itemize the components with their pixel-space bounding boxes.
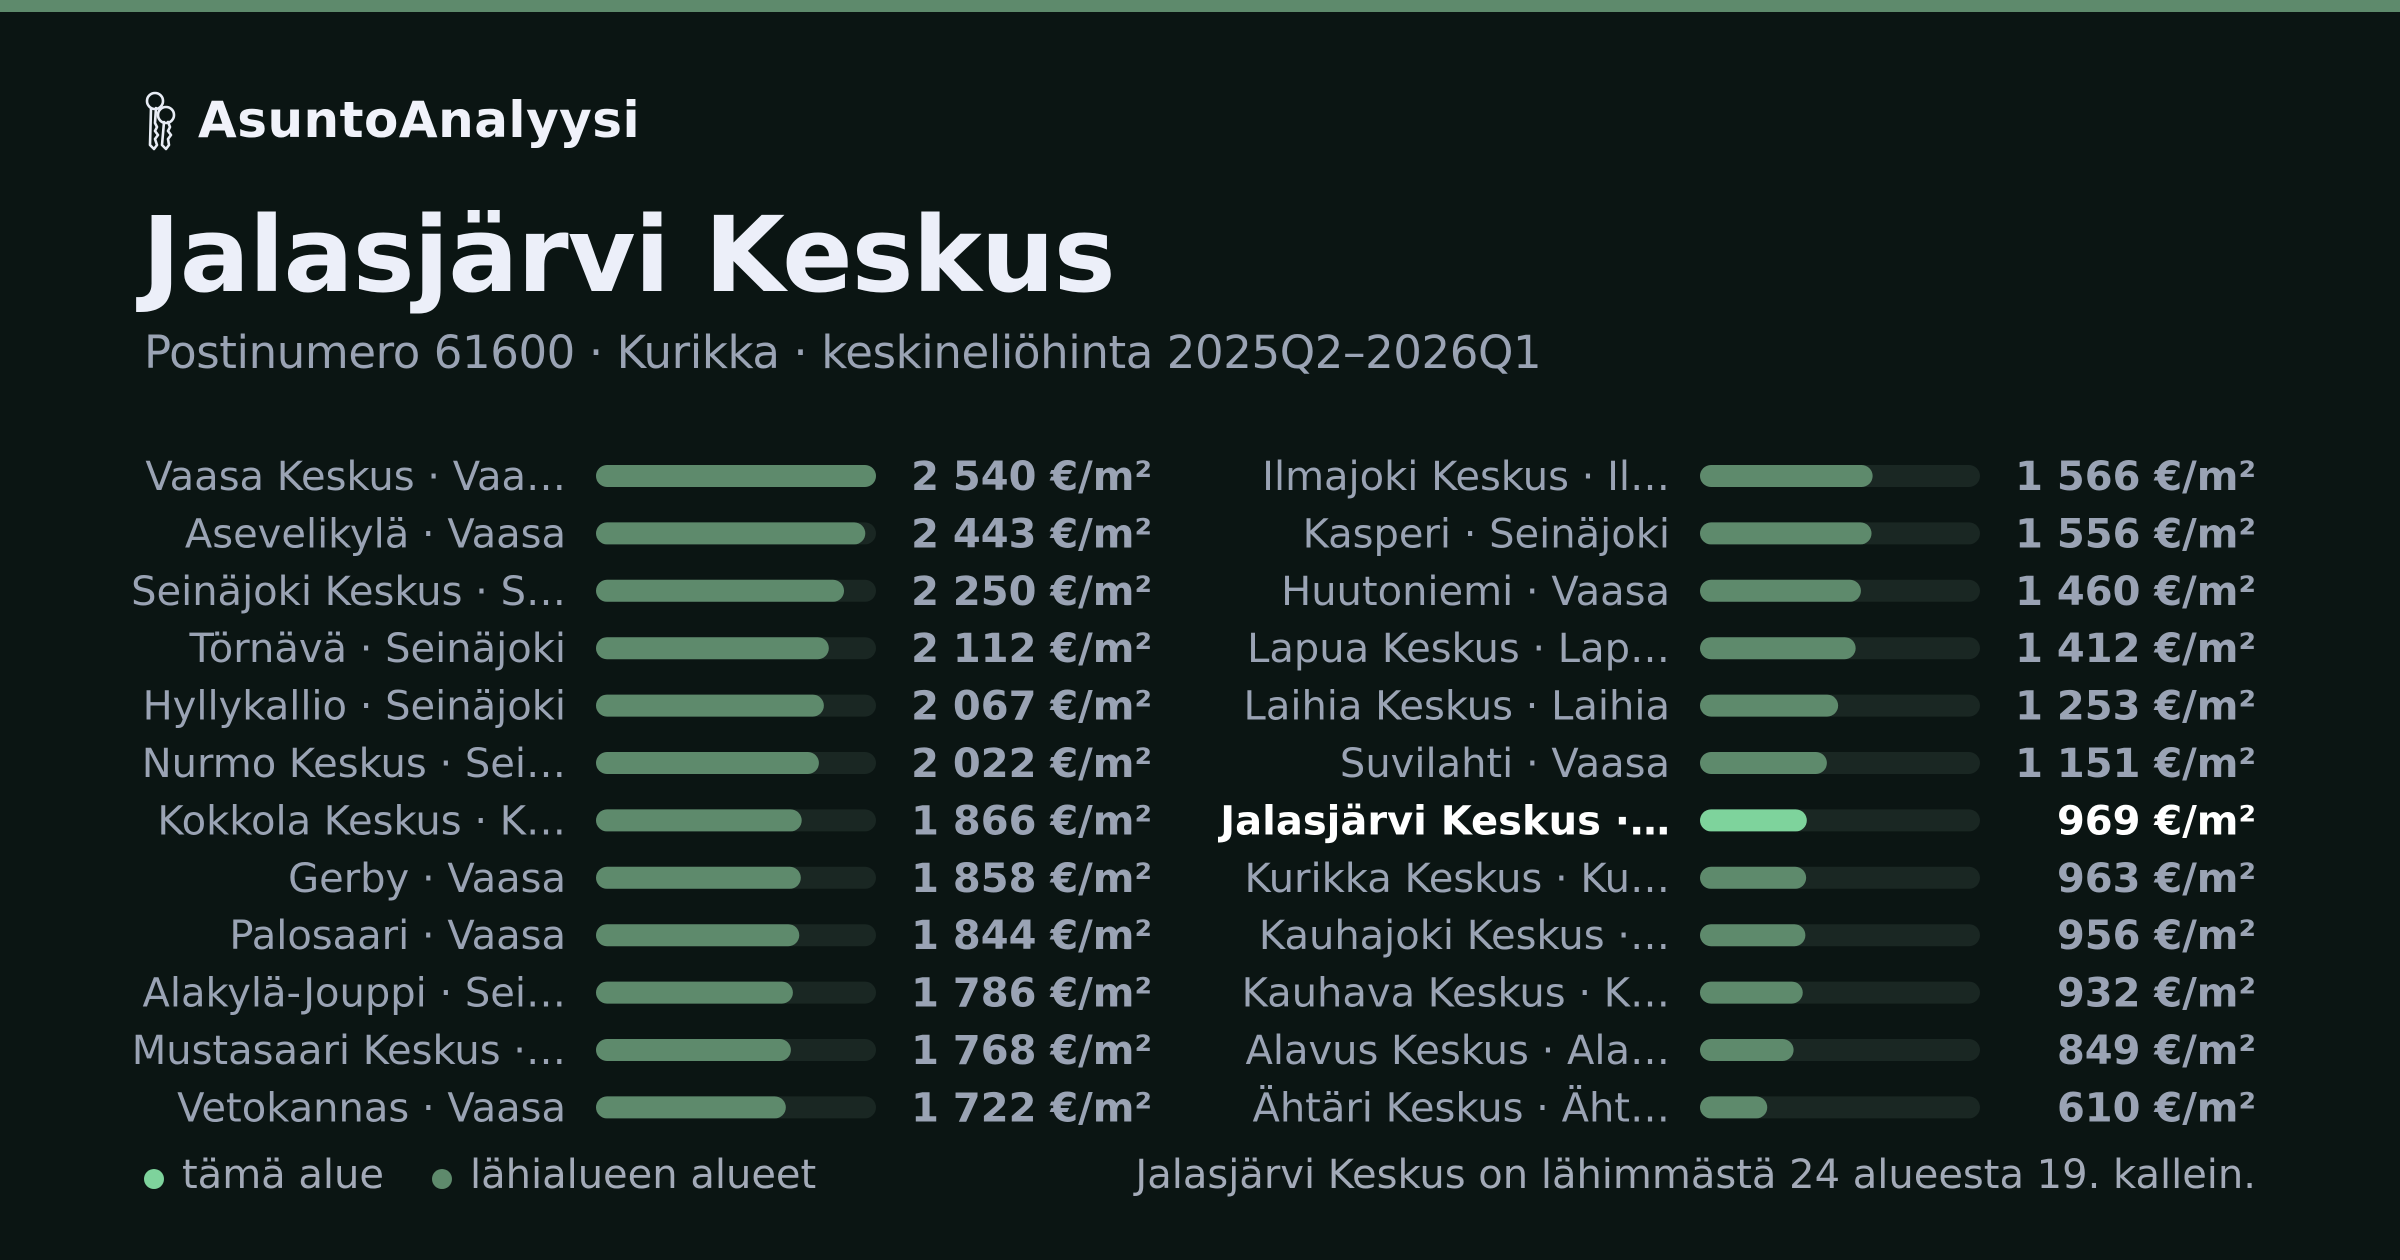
bar-value-label: 1 866 €/m² — [911, 798, 1152, 844]
keys-icon — [145, 91, 176, 151]
bar — [1700, 1039, 1794, 1061]
bar — [1700, 637, 1856, 660]
bar-value-label: 932 €/m² — [2057, 971, 2256, 1017]
bar — [596, 809, 802, 832]
bar-value-label: 1 253 €/m² — [2015, 684, 2256, 730]
legend-label-this-area: tämä alue — [182, 1152, 384, 1198]
bar-value-label: 849 €/m² — [2057, 1028, 2256, 1074]
bar — [596, 637, 829, 660]
bar-value-label: 1 412 €/m² — [2015, 626, 2256, 672]
bar-category-label: Jalasjärvi Keskus ·… — [1217, 798, 1670, 844]
bar-value-label: 2 112 €/m² — [911, 626, 1152, 672]
bar — [596, 579, 845, 602]
bar — [1700, 752, 1827, 774]
bar-value-label: 1 768 €/m² — [911, 1028, 1152, 1074]
legend-dot-nearby-icon — [431, 1169, 452, 1189]
bar — [596, 1039, 791, 1061]
bar — [1700, 981, 1803, 1004]
bar — [1700, 694, 1839, 717]
bar-value-label: 2 250 €/m² — [911, 569, 1152, 615]
page-subtitle: Postinumero 61600 · Kurikka · keskineliö… — [144, 326, 1542, 379]
legend-item-nearby: lähialueen alueet — [431, 1152, 817, 1198]
bar-value-label: 969 €/m² — [2057, 798, 2256, 844]
bar — [596, 694, 824, 717]
bar — [596, 752, 819, 774]
bar — [1700, 866, 1807, 889]
bar-category-label: Lapua Keskus · Lap… — [1247, 626, 1670, 672]
chart-legend: tämä alue lähialueen alueet — [144, 1152, 864, 1198]
bar-value-label: 1 460 €/m² — [2015, 569, 2256, 615]
bar-category-label: Kauhajoki Keskus ·… — [1259, 913, 1670, 959]
bar — [596, 924, 800, 947]
bar-category-label: Ähtäri Keskus · Äht… — [1252, 1083, 1670, 1131]
bar-category-label: Vetokannas · Vaasa — [177, 1085, 566, 1131]
bar — [596, 1096, 786, 1119]
bar-category-label: Vaasa Keskus · Vaa… — [145, 454, 566, 500]
bar — [596, 465, 876, 487]
bar-value-label: 2 443 €/m² — [911, 511, 1152, 557]
bar-track — [1700, 1096, 1980, 1119]
bar — [1700, 1096, 1768, 1119]
bar — [596, 981, 793, 1004]
bar-category-label: Mustasaari Keskus ·… — [132, 1028, 566, 1074]
bar — [1700, 465, 1873, 487]
top-accent-bar — [0, 0, 2400, 12]
bar-value-label: 1 151 €/m² — [2015, 741, 2256, 787]
page-title: Jalasjärvi Keskus — [142, 194, 1116, 316]
legend-label-nearby: lähialueen alueet — [469, 1152, 817, 1198]
bar-category-label: Kurikka Keskus · Ku… — [1244, 856, 1670, 902]
bar-value-label: 2 067 €/m² — [911, 684, 1152, 730]
bar-category-label: Nurmo Keskus · Sei… — [142, 741, 566, 787]
bar-category-label: Hyllykallio · Seinäjoki — [143, 684, 566, 730]
bar-value-label: 1 858 €/m² — [911, 856, 1152, 902]
bar — [1700, 924, 1806, 947]
bar-highlight — [1700, 809, 1807, 832]
bar — [596, 522, 866, 545]
bar-value-label: 956 €/m² — [2057, 913, 2256, 959]
bar — [1700, 522, 1872, 545]
bar-value-label: 1 722 €/m² — [911, 1085, 1152, 1131]
bar-category-label: Seinäjoki Keskus · S… — [131, 569, 566, 615]
bar-category-label: Kokkola Keskus · K… — [157, 798, 566, 844]
bar-value-label: 1 556 €/m² — [2015, 511, 2256, 557]
legend-item-this-area: tämä alue — [144, 1152, 384, 1198]
bar-value-label: 1 844 €/m² — [911, 913, 1152, 959]
bar-category-label: Alavus Keskus · Ala… — [1245, 1028, 1670, 1074]
bar-category-label: Asevelikylä · Vaasa — [185, 511, 566, 557]
bar-value-label: 610 €/m² — [2057, 1085, 2256, 1131]
bar-value-label: 2 022 €/m² — [911, 741, 1152, 787]
bar-category-label: Suvilahti · Vaasa — [1340, 741, 1670, 787]
bar — [596, 866, 801, 889]
bar-category-label: Alakylä-Jouppi · Sei… — [143, 971, 566, 1017]
bar-value-label: 1 566 €/m² — [2015, 454, 2256, 500]
price-bar-chart: Vaasa Keskus · Vaa… 2 540 €/m² Asevelikylä… — [131, 454, 2256, 1131]
bar-value-label: 963 €/m² — [2057, 856, 2256, 902]
bar — [1700, 579, 1861, 602]
bar-category-label: Huutoniemi · Vaasa — [1281, 569, 1670, 615]
rank-note: Jalasjärvi Keskus on lähimmästä 24 aluee… — [1135, 1152, 2256, 1198]
bar-category-label: Gerby · Vaasa — [288, 856, 566, 902]
bar-category-label: Törnävä · Seinäjoki — [189, 626, 566, 672]
bar-value-label: 1 786 €/m² — [911, 971, 1152, 1017]
bar-category-label: Ilmajoki Keskus · Il… — [1262, 454, 1670, 500]
brand: AsuntoAnalyysi — [140, 88, 640, 152]
bar-category-label: Kauhava Keskus · K… — [1242, 971, 1670, 1017]
brand-name: AsuntoAnalyysi — [198, 91, 641, 149]
bar-category-label: Palosaari · Vaasa — [229, 913, 566, 959]
bar-category-label: Kasperi · Seinäjoki — [1303, 511, 1670, 557]
bar-category-label: Laihia Keskus · Laihia — [1244, 684, 1670, 730]
bar-value-label: 2 540 €/m² — [911, 454, 1152, 500]
legend-dot-highlight-icon — [144, 1169, 164, 1189]
